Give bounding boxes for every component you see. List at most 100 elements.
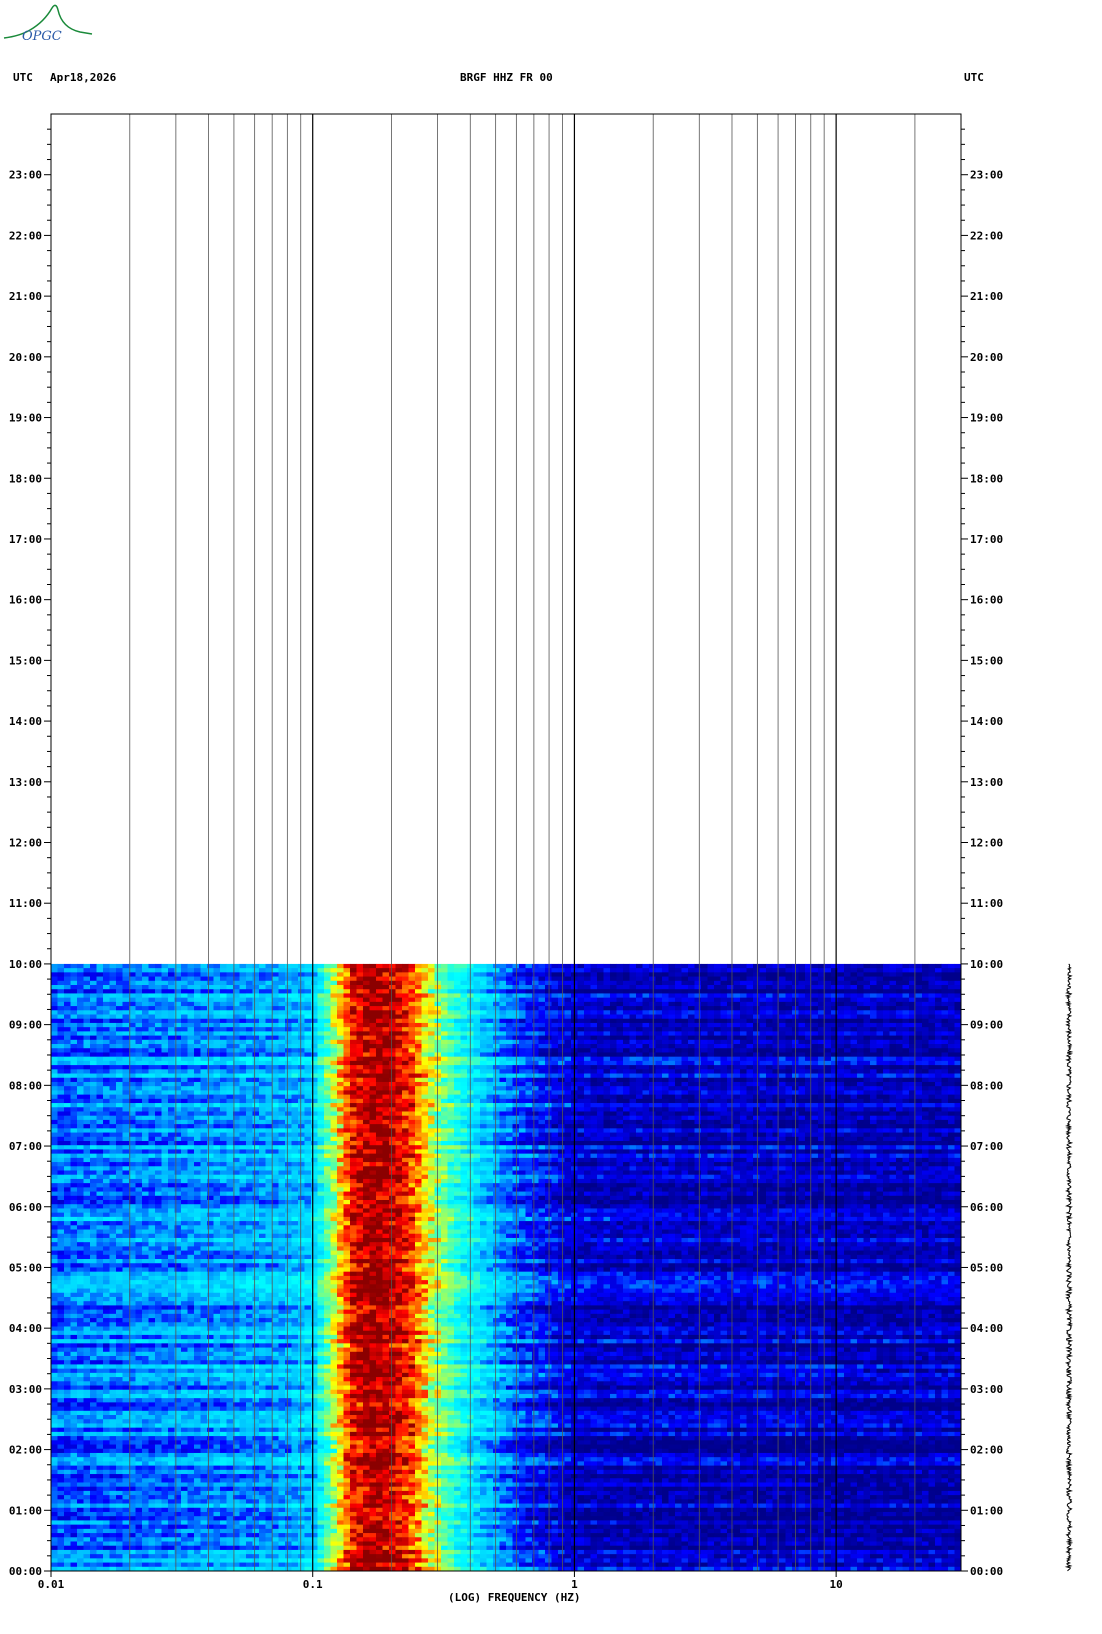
heatmap-cell bbox=[239, 1516, 247, 1521]
heatmap-cell bbox=[239, 1288, 247, 1294]
heatmap-cell bbox=[51, 1006, 58, 1011]
heatmap-cell bbox=[265, 1322, 273, 1327]
heatmap-cell bbox=[103, 1162, 110, 1167]
heatmap-cell bbox=[187, 1145, 195, 1150]
heatmap-cell bbox=[83, 1309, 91, 1315]
heatmap-cell bbox=[129, 1558, 136, 1563]
heatmap-cell bbox=[226, 1474, 234, 1479]
heatmap-cell bbox=[90, 1284, 97, 1289]
heatmap-cell bbox=[181, 1237, 188, 1243]
heatmap-cell bbox=[187, 1073, 195, 1079]
heatmap-cell bbox=[220, 1562, 227, 1568]
heatmap-cell bbox=[181, 1478, 188, 1483]
heatmap-cell bbox=[200, 1562, 208, 1568]
heatmap-cell bbox=[252, 1153, 260, 1159]
heatmap-cell bbox=[174, 963, 182, 969]
heatmap-cell bbox=[116, 963, 123, 969]
heatmap-cell bbox=[51, 1132, 58, 1138]
heatmap-cell bbox=[265, 1246, 273, 1251]
heatmap-cell bbox=[135, 1166, 143, 1171]
heatmap-cell bbox=[96, 1200, 104, 1205]
heatmap-cell bbox=[116, 1351, 123, 1357]
heatmap-cell bbox=[96, 1528, 104, 1534]
heatmap-cell bbox=[187, 1136, 195, 1142]
heatmap-cell bbox=[148, 1431, 156, 1437]
heatmap-cell bbox=[194, 1423, 201, 1429]
heatmap-cell bbox=[142, 1140, 149, 1146]
heatmap-cell bbox=[83, 1284, 91, 1289]
heatmap-cell bbox=[122, 1056, 130, 1062]
heatmap-cell bbox=[83, 1128, 91, 1133]
heatmap-cell bbox=[187, 1533, 195, 1538]
heatmap-cell bbox=[194, 1056, 201, 1062]
heatmap-cell bbox=[161, 1490, 169, 1496]
heatmap-cell bbox=[83, 1444, 91, 1450]
heatmap-cell bbox=[90, 1107, 97, 1112]
heatmap-cell bbox=[226, 1305, 234, 1311]
heatmap-cell bbox=[187, 1170, 195, 1176]
heatmap-cell bbox=[194, 1377, 201, 1382]
heatmap-cell bbox=[194, 1503, 201, 1509]
heatmap-cell bbox=[161, 1423, 169, 1429]
heatmap-cell bbox=[187, 1520, 195, 1526]
heatmap-cell bbox=[252, 1166, 260, 1171]
heatmap-cell bbox=[122, 1124, 130, 1129]
heatmap-cell bbox=[259, 1048, 266, 1053]
heatmap-cell bbox=[83, 1242, 91, 1247]
heatmap-cell bbox=[220, 1145, 227, 1150]
heatmap-cell bbox=[187, 1351, 195, 1357]
heatmap-cell bbox=[220, 1554, 227, 1559]
heatmap-cell bbox=[77, 1242, 84, 1247]
heatmap-cell bbox=[142, 1094, 149, 1100]
heatmap-cell bbox=[194, 1520, 201, 1526]
heatmap-cell bbox=[200, 1166, 208, 1171]
heatmap-cell bbox=[246, 1528, 253, 1534]
heatmap-cell bbox=[116, 1200, 123, 1205]
heatmap-cell bbox=[135, 1389, 143, 1395]
heatmap-cell bbox=[226, 1048, 234, 1053]
heatmap-cell bbox=[109, 1511, 117, 1517]
heatmap-cell bbox=[64, 1069, 71, 1074]
heatmap-cell bbox=[220, 1490, 227, 1496]
heatmap-cell bbox=[116, 1229, 123, 1235]
heatmap-cell bbox=[57, 1115, 65, 1121]
heatmap-cell bbox=[213, 1014, 221, 1020]
heatmap-cell bbox=[220, 1242, 227, 1247]
heatmap-cell bbox=[116, 1469, 123, 1475]
heatmap-cell bbox=[207, 1537, 214, 1542]
heatmap-cell bbox=[51, 1065, 58, 1070]
heatmap-cell bbox=[200, 1221, 208, 1226]
heatmap-cell bbox=[213, 1216, 221, 1222]
heatmap-cell bbox=[259, 1022, 266, 1028]
heatmap-cell bbox=[213, 1119, 221, 1125]
heatmap-cell bbox=[246, 1339, 253, 1344]
heatmap-cell bbox=[129, 1566, 136, 1572]
heatmap-cell bbox=[135, 1178, 143, 1184]
heatmap-cell bbox=[168, 1334, 175, 1340]
heatmap-cell bbox=[220, 1339, 227, 1344]
heatmap-cell bbox=[51, 1014, 58, 1020]
heatmap-cell bbox=[239, 1145, 247, 1150]
heatmap-cell bbox=[187, 1128, 195, 1133]
heatmap-cell bbox=[213, 997, 221, 1003]
heatmap-cell bbox=[103, 1377, 110, 1382]
heatmap-cell bbox=[129, 1246, 136, 1251]
heatmap-cell bbox=[220, 1094, 227, 1100]
heatmap-cell bbox=[103, 1103, 110, 1108]
heatmap-cell bbox=[252, 1545, 260, 1551]
heatmap-cell bbox=[83, 1119, 91, 1125]
heatmap-cell bbox=[239, 968, 247, 973]
heatmap-cell bbox=[142, 1204, 149, 1209]
heatmap-cell bbox=[129, 1107, 136, 1112]
heatmap-cell bbox=[259, 1330, 266, 1336]
heatmap-cell bbox=[70, 1039, 78, 1045]
heatmap-cell bbox=[77, 1419, 84, 1424]
heatmap-cell bbox=[83, 1183, 91, 1188]
heatmap-cell bbox=[51, 1305, 58, 1311]
heatmap-cell bbox=[77, 1052, 84, 1058]
heatmap-cell bbox=[142, 1393, 149, 1399]
heatmap-cell bbox=[252, 1044, 260, 1049]
heatmap-cell bbox=[70, 1296, 78, 1302]
heatmap-cell bbox=[116, 1001, 123, 1007]
heatmap-cell bbox=[96, 1216, 104, 1222]
